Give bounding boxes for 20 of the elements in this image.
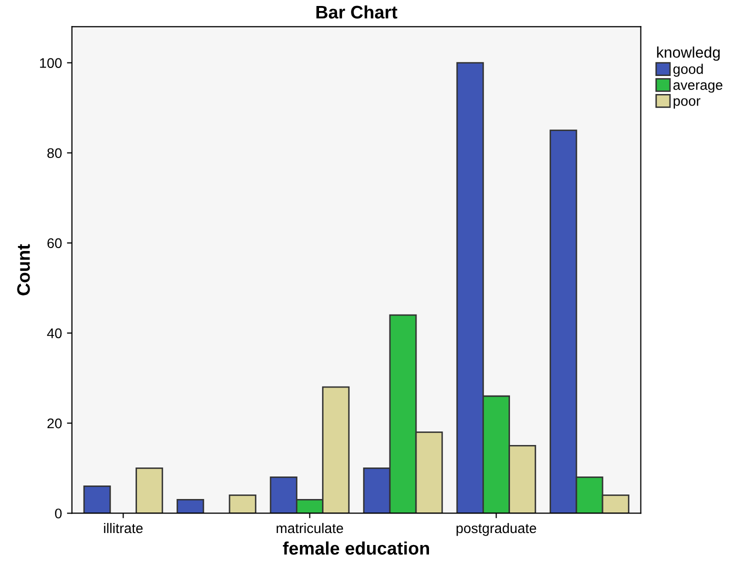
bar: [83, 486, 111, 514]
legend-label: good: [673, 64, 703, 77]
bar: [176, 499, 204, 514]
y-axis-title: Count: [17, 244, 30, 296]
legend-label: poor: [674, 98, 700, 109]
y-tick-label: 0: [55, 508, 62, 518]
legend-title: knowledg: [657, 46, 720, 61]
bar: [136, 467, 164, 514]
x-axis-title: female education: [282, 541, 429, 555]
chart-title: Bar Chart: [316, 5, 398, 19]
legend-label: average: [673, 82, 722, 93]
y-tick-label: 20: [47, 418, 62, 428]
x-tick-label: illitrate: [104, 522, 143, 534]
y-tick-label: 100: [40, 58, 62, 68]
x-tick-label: matriculate: [276, 522, 344, 534]
x-tick-label: postgraduate: [456, 522, 536, 536]
y-tick-label: 80: [47, 148, 62, 158]
y-tick-label: 60: [47, 238, 62, 248]
bar: [228, 494, 256, 514]
y-tick-label: 40: [47, 328, 62, 338]
